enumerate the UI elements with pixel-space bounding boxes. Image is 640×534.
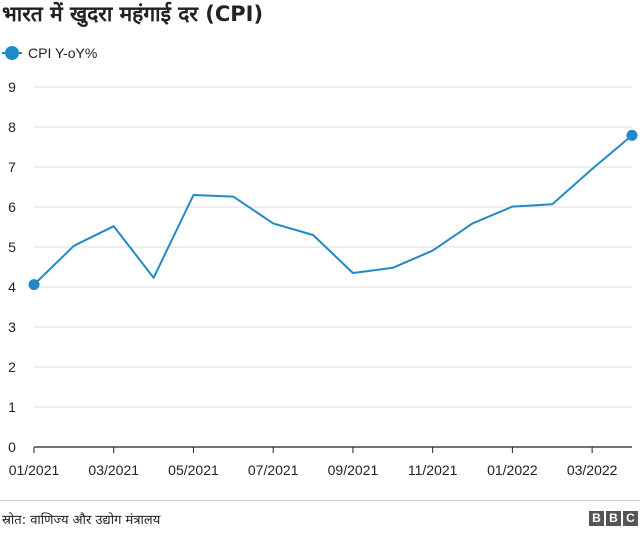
y-tick-label: 8 xyxy=(8,119,16,135)
legend-dot xyxy=(5,46,19,60)
x-tick-label: 05/2021 xyxy=(168,462,219,478)
series-cpi xyxy=(28,129,638,291)
endpoint-marker xyxy=(28,279,40,291)
bbc-logo-letter: C xyxy=(623,511,638,526)
y-tick-label: 6 xyxy=(8,199,16,215)
x-tick-label: 03/2022 xyxy=(567,462,618,478)
y-tick-label: 2 xyxy=(8,359,16,375)
x-tick-label: 01/2022 xyxy=(487,462,538,478)
x-tick-label: 07/2021 xyxy=(248,462,299,478)
gridlines xyxy=(34,86,632,408)
bbc-logo-letter: B xyxy=(589,511,604,526)
x-tick-label: 11/2021 xyxy=(408,462,458,478)
y-tick-label: 0 xyxy=(8,439,16,455)
footer-divider xyxy=(0,500,640,501)
y-tick-label: 9 xyxy=(8,79,16,95)
x-tick-label: 03/2021 xyxy=(88,462,139,478)
legend-label: CPI Y-oY% xyxy=(28,45,98,61)
y-tick-label: 1 xyxy=(8,399,16,415)
source-note: स्रोत: वाणिज्य और उद्योग मंत्रालय xyxy=(2,513,161,528)
bbc-logo: B B C xyxy=(589,511,638,526)
x-tick-label: 09/2021 xyxy=(328,462,379,478)
y-axis: 0 1 2 3 4 5 6 7 8 9 xyxy=(8,79,16,455)
legend-swatch xyxy=(2,46,22,60)
bbc-logo-letter: B xyxy=(606,511,621,526)
endpoint-marker xyxy=(626,129,638,141)
y-tick-label: 5 xyxy=(8,239,16,255)
y-tick-label: 3 xyxy=(8,319,16,335)
y-tick-label: 4 xyxy=(8,279,16,295)
x-axis: 01/2021 03/2021 05/2021 07/2021 09/2021 11/20… xyxy=(9,446,632,478)
series-line xyxy=(33,134,633,286)
y-tick-label: 7 xyxy=(8,159,16,175)
chart-title: भारत में खुदरा महंगाई दर (CPI) xyxy=(2,2,264,26)
x-tick-label: 01/2021 xyxy=(9,462,60,478)
legend: CPI Y-oY% xyxy=(2,44,97,62)
